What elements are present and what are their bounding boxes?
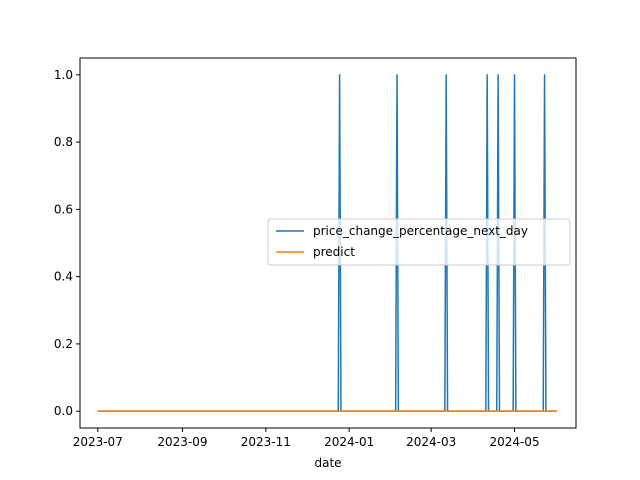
x-tick-label: 2023-09	[157, 435, 207, 449]
legend-label-series-1: price_change_percentage_next_day	[313, 224, 528, 238]
legend-label-series-2: predict	[313, 245, 355, 259]
x-axis: 2023-07 2023-09 2023-11 2024-01 2024-03 2024-…	[73, 428, 540, 449]
x-tick-label: 2024-01	[324, 435, 374, 449]
x-axis-label: date	[314, 456, 341, 470]
plot-area	[79, 57, 577, 429]
series-layer	[97, 74, 557, 412]
y-tick-label: 1.0	[54, 68, 73, 82]
x-tick-label: 2023-11	[241, 435, 291, 449]
legend: price_change_percentage_next_day predict	[267, 218, 571, 266]
x-tick-label: 2024-03	[406, 435, 456, 449]
y-tick-label: 0.2	[54, 337, 73, 351]
legend-box	[267, 218, 571, 266]
y-tick-label: 0.8	[54, 135, 73, 149]
y-tick-label: 0.6	[54, 202, 73, 216]
y-tick-label: 0.0	[54, 404, 73, 418]
y-tick-label: 0.4	[54, 270, 73, 284]
plot-frame	[79, 57, 577, 429]
y-axis: 0.0 0.2 0.4 0.6 0.8 1.0	[54, 68, 80, 418]
x-tick-label: 2023-07	[73, 435, 123, 449]
x-tick-label: 2024-05	[489, 435, 539, 449]
